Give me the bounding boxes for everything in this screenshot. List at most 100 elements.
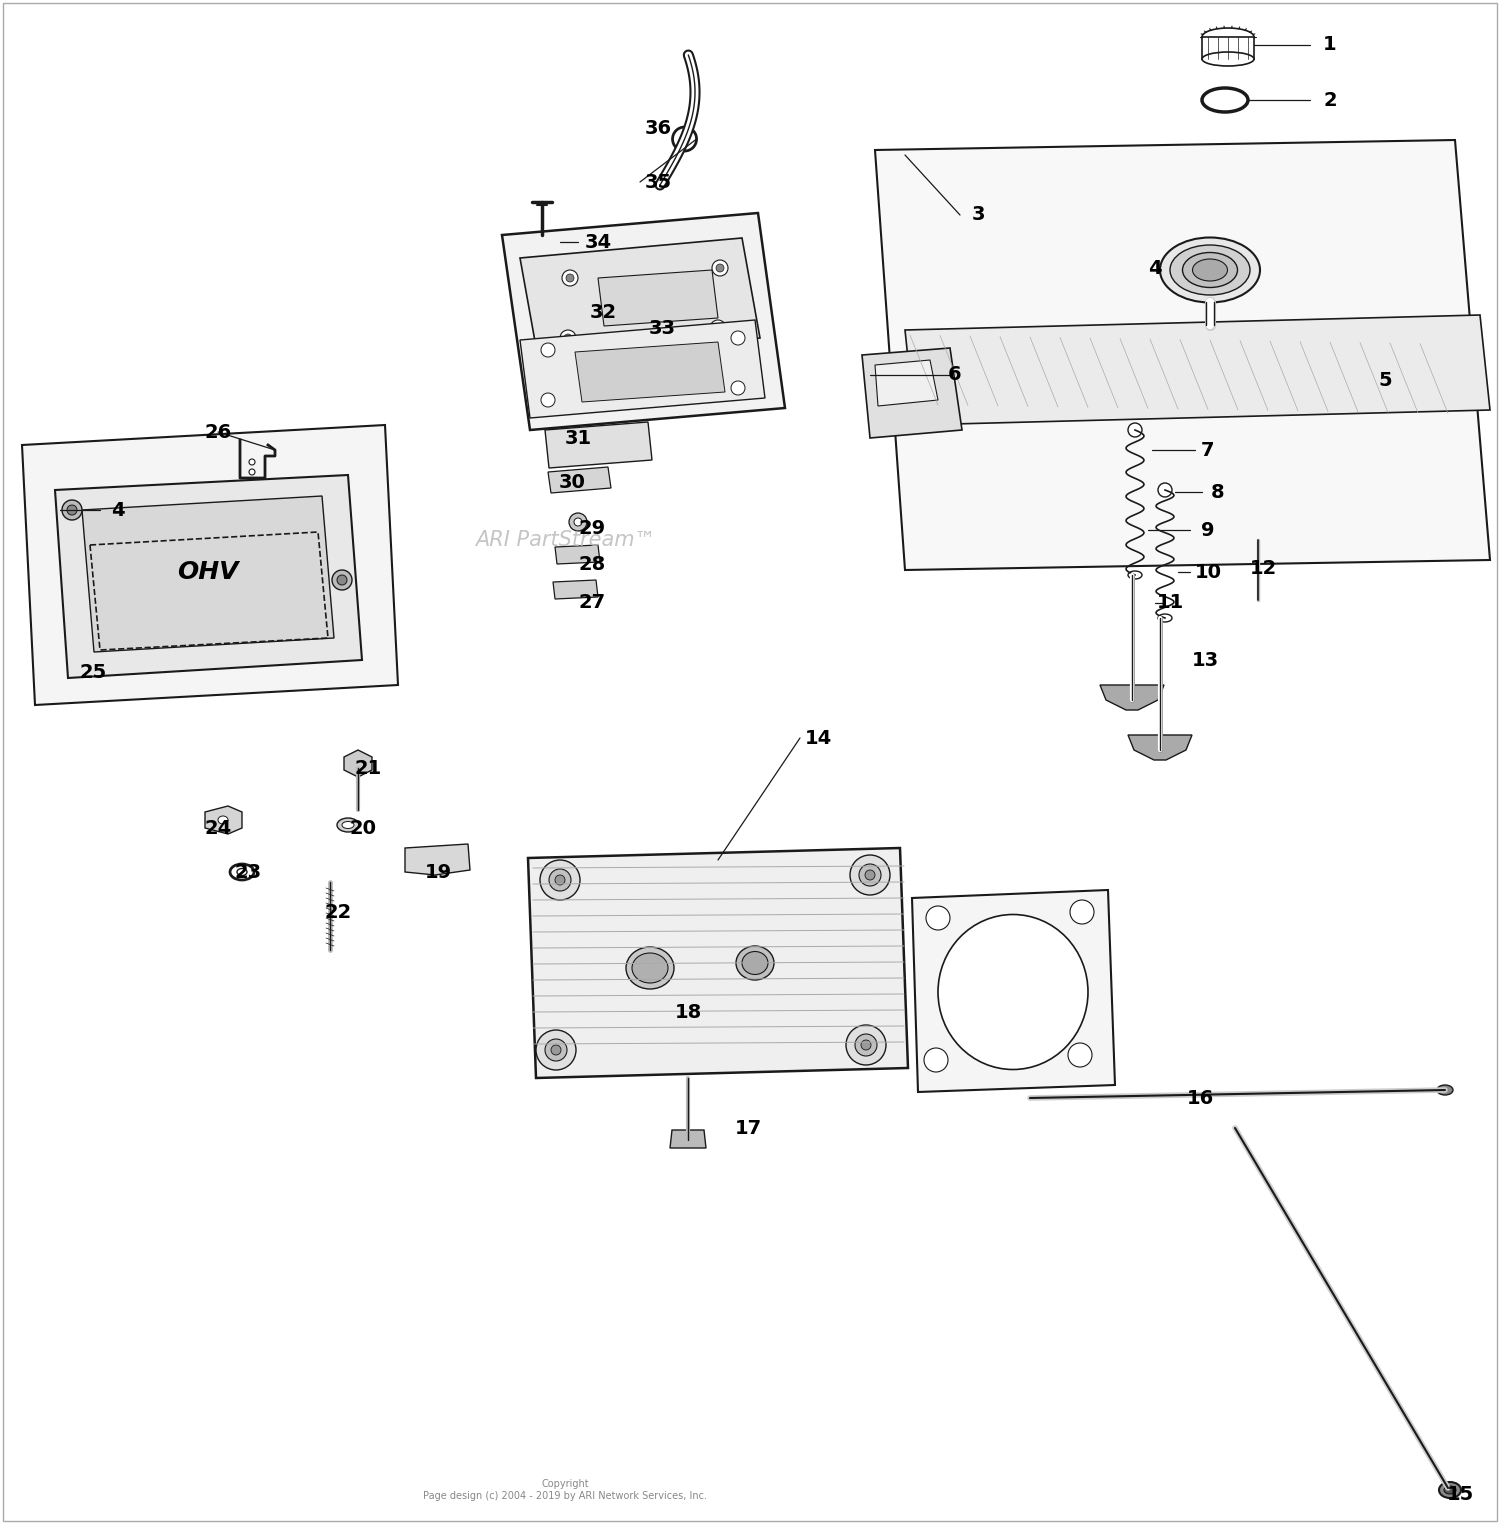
Text: 28: 28	[579, 556, 606, 575]
Circle shape	[1068, 1042, 1092, 1067]
Ellipse shape	[1437, 1085, 1454, 1096]
Text: 14: 14	[804, 728, 831, 747]
Text: 36: 36	[645, 119, 672, 137]
Ellipse shape	[1182, 253, 1238, 288]
Circle shape	[1128, 424, 1142, 437]
Circle shape	[544, 1039, 567, 1061]
Circle shape	[859, 864, 880, 885]
Circle shape	[536, 1030, 576, 1070]
Circle shape	[846, 1026, 886, 1065]
Polygon shape	[206, 806, 242, 834]
Circle shape	[564, 334, 572, 341]
Polygon shape	[344, 750, 372, 777]
Circle shape	[716, 264, 724, 271]
Circle shape	[710, 320, 726, 335]
Circle shape	[865, 870, 874, 879]
Text: 19: 19	[424, 863, 451, 881]
Ellipse shape	[938, 914, 1088, 1070]
Ellipse shape	[1438, 1481, 1461, 1498]
Text: 10: 10	[1194, 562, 1221, 582]
Polygon shape	[544, 422, 652, 468]
Polygon shape	[670, 1129, 706, 1148]
Circle shape	[566, 274, 574, 282]
Ellipse shape	[342, 821, 354, 829]
Polygon shape	[503, 213, 784, 430]
Polygon shape	[82, 495, 334, 652]
Circle shape	[1158, 483, 1172, 497]
Circle shape	[568, 514, 586, 530]
Polygon shape	[904, 315, 1490, 425]
Text: ARI PartStream™: ARI PartStream™	[474, 530, 656, 550]
Text: 21: 21	[354, 759, 381, 777]
Text: 13: 13	[1191, 651, 1218, 669]
Text: 27: 27	[579, 593, 606, 611]
Circle shape	[855, 1033, 877, 1056]
Polygon shape	[520, 320, 765, 418]
Ellipse shape	[632, 952, 668, 983]
Text: 22: 22	[324, 902, 351, 922]
Text: 9: 9	[1202, 521, 1215, 539]
Polygon shape	[862, 347, 962, 437]
Text: 18: 18	[675, 1003, 702, 1021]
Circle shape	[562, 270, 578, 287]
Ellipse shape	[1192, 259, 1227, 280]
Text: 7: 7	[1202, 440, 1215, 460]
Circle shape	[68, 504, 76, 515]
Ellipse shape	[742, 951, 768, 974]
Circle shape	[1070, 901, 1094, 924]
Text: 30: 30	[558, 474, 585, 492]
Text: 29: 29	[579, 518, 606, 538]
Text: Copyright
Page design (c) 2004 - 2019 by ARI Network Services, Inc.: Copyright Page design (c) 2004 - 2019 by…	[423, 1480, 706, 1501]
Text: 16: 16	[1186, 1088, 1214, 1108]
Text: 4: 4	[111, 500, 125, 520]
Bar	[1202, 37, 1254, 59]
Polygon shape	[598, 270, 718, 326]
Circle shape	[338, 575, 346, 585]
Polygon shape	[874, 140, 1490, 570]
Text: 15: 15	[1446, 1486, 1473, 1504]
Ellipse shape	[1170, 245, 1250, 296]
Text: 23: 23	[234, 863, 261, 881]
Polygon shape	[555, 546, 600, 564]
Text: 34: 34	[585, 233, 612, 251]
Circle shape	[549, 869, 572, 892]
Text: 8: 8	[1210, 483, 1225, 501]
Circle shape	[555, 875, 566, 885]
Circle shape	[926, 905, 950, 930]
Ellipse shape	[736, 946, 774, 980]
Polygon shape	[1128, 735, 1192, 760]
Circle shape	[540, 860, 580, 901]
Circle shape	[850, 855, 889, 895]
Circle shape	[730, 331, 746, 344]
Text: 24: 24	[204, 818, 231, 838]
Text: 17: 17	[735, 1119, 762, 1137]
Ellipse shape	[1202, 27, 1254, 46]
Text: 5: 5	[1378, 370, 1392, 390]
Text: 35: 35	[645, 172, 672, 192]
Circle shape	[574, 518, 582, 526]
Ellipse shape	[1444, 1486, 1456, 1494]
Ellipse shape	[626, 946, 674, 989]
Polygon shape	[528, 847, 908, 1077]
Circle shape	[550, 1045, 561, 1055]
Text: 33: 33	[648, 319, 675, 337]
Text: 25: 25	[80, 663, 106, 681]
Polygon shape	[554, 581, 598, 599]
Text: 2: 2	[1323, 90, 1336, 110]
Text: 6: 6	[948, 366, 962, 384]
Circle shape	[714, 325, 722, 332]
Polygon shape	[574, 341, 724, 402]
Circle shape	[712, 261, 728, 276]
Polygon shape	[405, 844, 470, 875]
Text: 32: 32	[590, 302, 616, 322]
Polygon shape	[56, 475, 362, 678]
Text: 3: 3	[972, 206, 984, 224]
Circle shape	[730, 381, 746, 395]
Ellipse shape	[1202, 52, 1254, 66]
Circle shape	[332, 570, 352, 590]
Ellipse shape	[1128, 572, 1142, 579]
Circle shape	[249, 469, 255, 475]
Polygon shape	[874, 360, 938, 405]
Polygon shape	[1100, 684, 1164, 710]
Text: 31: 31	[564, 428, 591, 448]
